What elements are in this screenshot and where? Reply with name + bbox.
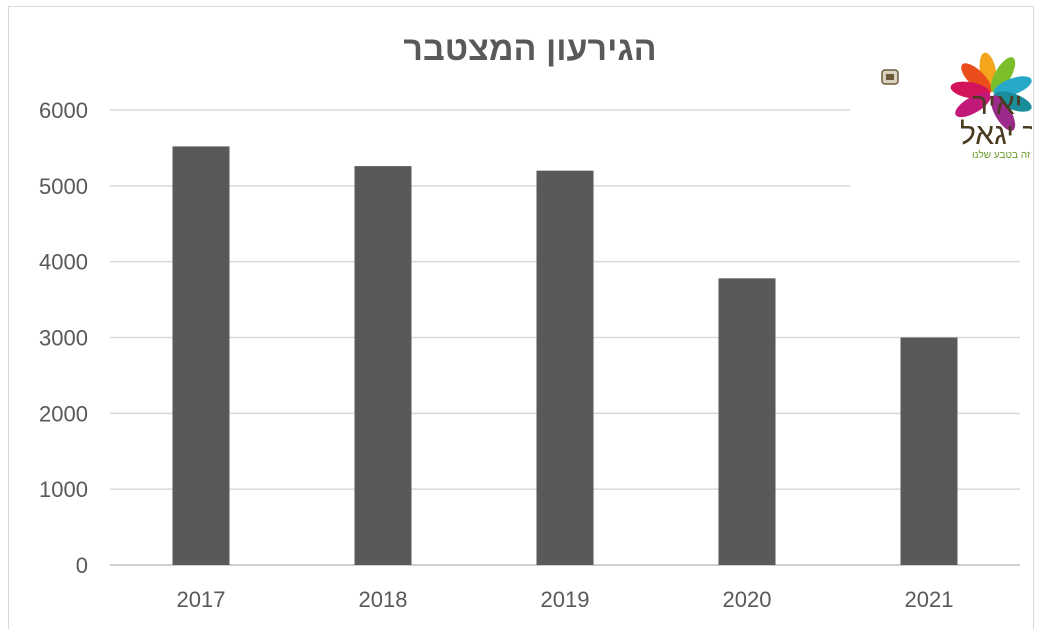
x-tick-label: 2019 — [541, 587, 590, 612]
bar-2020 — [718, 278, 776, 565]
y-tick-label: 1000 — [39, 477, 88, 502]
y-tick-label: 4000 — [39, 250, 88, 275]
y-axis-ticks: 0 1000 2000 3000 4000 5000 6000 — [39, 98, 88, 578]
y-tick-label: 2000 — [39, 401, 88, 426]
emblem-icon — [881, 69, 899, 85]
x-tick-label: 2017 — [177, 587, 226, 612]
bar-2017 — [172, 146, 230, 565]
y-tick-label: 5000 — [39, 174, 88, 199]
y-tick-label: 6000 — [39, 98, 88, 123]
y-tick-label: 0 — [76, 553, 88, 578]
logo-line1: כוכב יאיר — [972, 88, 1032, 121]
x-axis-ticks: 2017 2018 2019 2020 2021 — [177, 587, 954, 612]
bars — [172, 146, 958, 565]
chart-title: הגירעון המצטבר — [403, 30, 657, 68]
flower-icon — [950, 52, 1032, 131]
municipality-logo: כוכב יאיר צור יגאל קהילה זה בטבע שלנו — [872, 46, 1040, 168]
x-tick-label: 2018 — [359, 587, 408, 612]
logo-line2: צור יגאל — [960, 118, 1032, 151]
bar-2018 — [354, 166, 412, 565]
bar-2021 — [900, 337, 958, 565]
logo-tagline: קהילה זה בטבע שלנו — [972, 149, 1032, 161]
y-tick-label: 3000 — [39, 326, 88, 351]
x-tick-label: 2020 — [723, 587, 772, 612]
x-tick-label: 2021 — [905, 587, 954, 612]
bar-2019 — [536, 170, 594, 565]
